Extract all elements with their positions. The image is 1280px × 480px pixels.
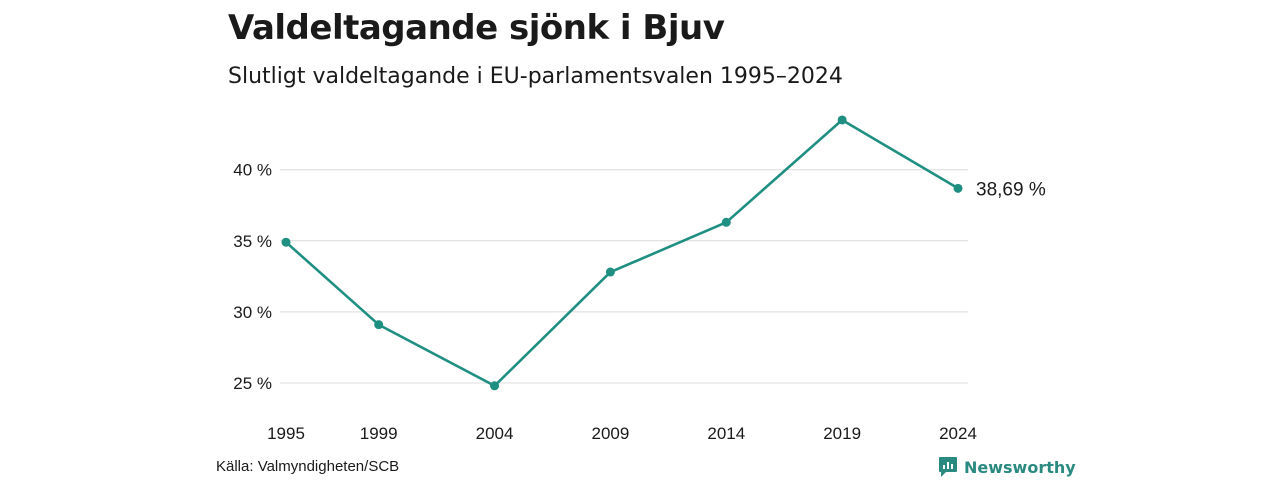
x-tick-label: 1999 [360,424,398,443]
x-tick-label: 1995 [267,424,305,443]
x-tick-label: 2024 [939,424,977,443]
y-tick-label: 40 % [233,161,272,180]
x-tick-label: 2014 [707,424,745,443]
x-tick-label: 2019 [823,424,861,443]
chart-subtitle: Slutligt valdeltagande i EU-parlamentsva… [228,64,843,89]
brand-logo[interactable]: Newsworthy [938,456,1076,478]
data-point [490,381,500,391]
data-labels: 38,69 % [976,179,1046,200]
series-line-path [284,118,960,388]
y-tick-label: 35 % [233,232,272,251]
data-point [281,237,291,247]
chart-title: Valdeltagande sjönk i Bjuv [228,8,725,48]
y-tick-label: 25 % [233,374,272,393]
series-line [284,118,960,388]
data-point [721,217,731,227]
y-tick-label: 30 % [233,303,272,322]
data-point [837,115,847,125]
data-points [281,115,963,391]
x-axis-ticks: 1995 1999 2004 2009 2014 2019 2024 [267,424,977,443]
source-note: Källa: Valmyndigheten/SCB [216,458,400,475]
x-tick-label: 2009 [591,424,629,443]
x-tick-label: 2004 [476,424,514,443]
data-point [374,320,384,330]
grid-lines [280,169,968,384]
newsworthy-logo-icon [939,457,957,477]
y-axis-ticks: 25 % 30 % 35 % 40 % [233,161,272,393]
end-value-label: 38,69 % [976,179,1046,200]
data-point [953,183,963,193]
data-point [605,267,615,277]
brand-name: Newsworthy [964,457,1076,477]
